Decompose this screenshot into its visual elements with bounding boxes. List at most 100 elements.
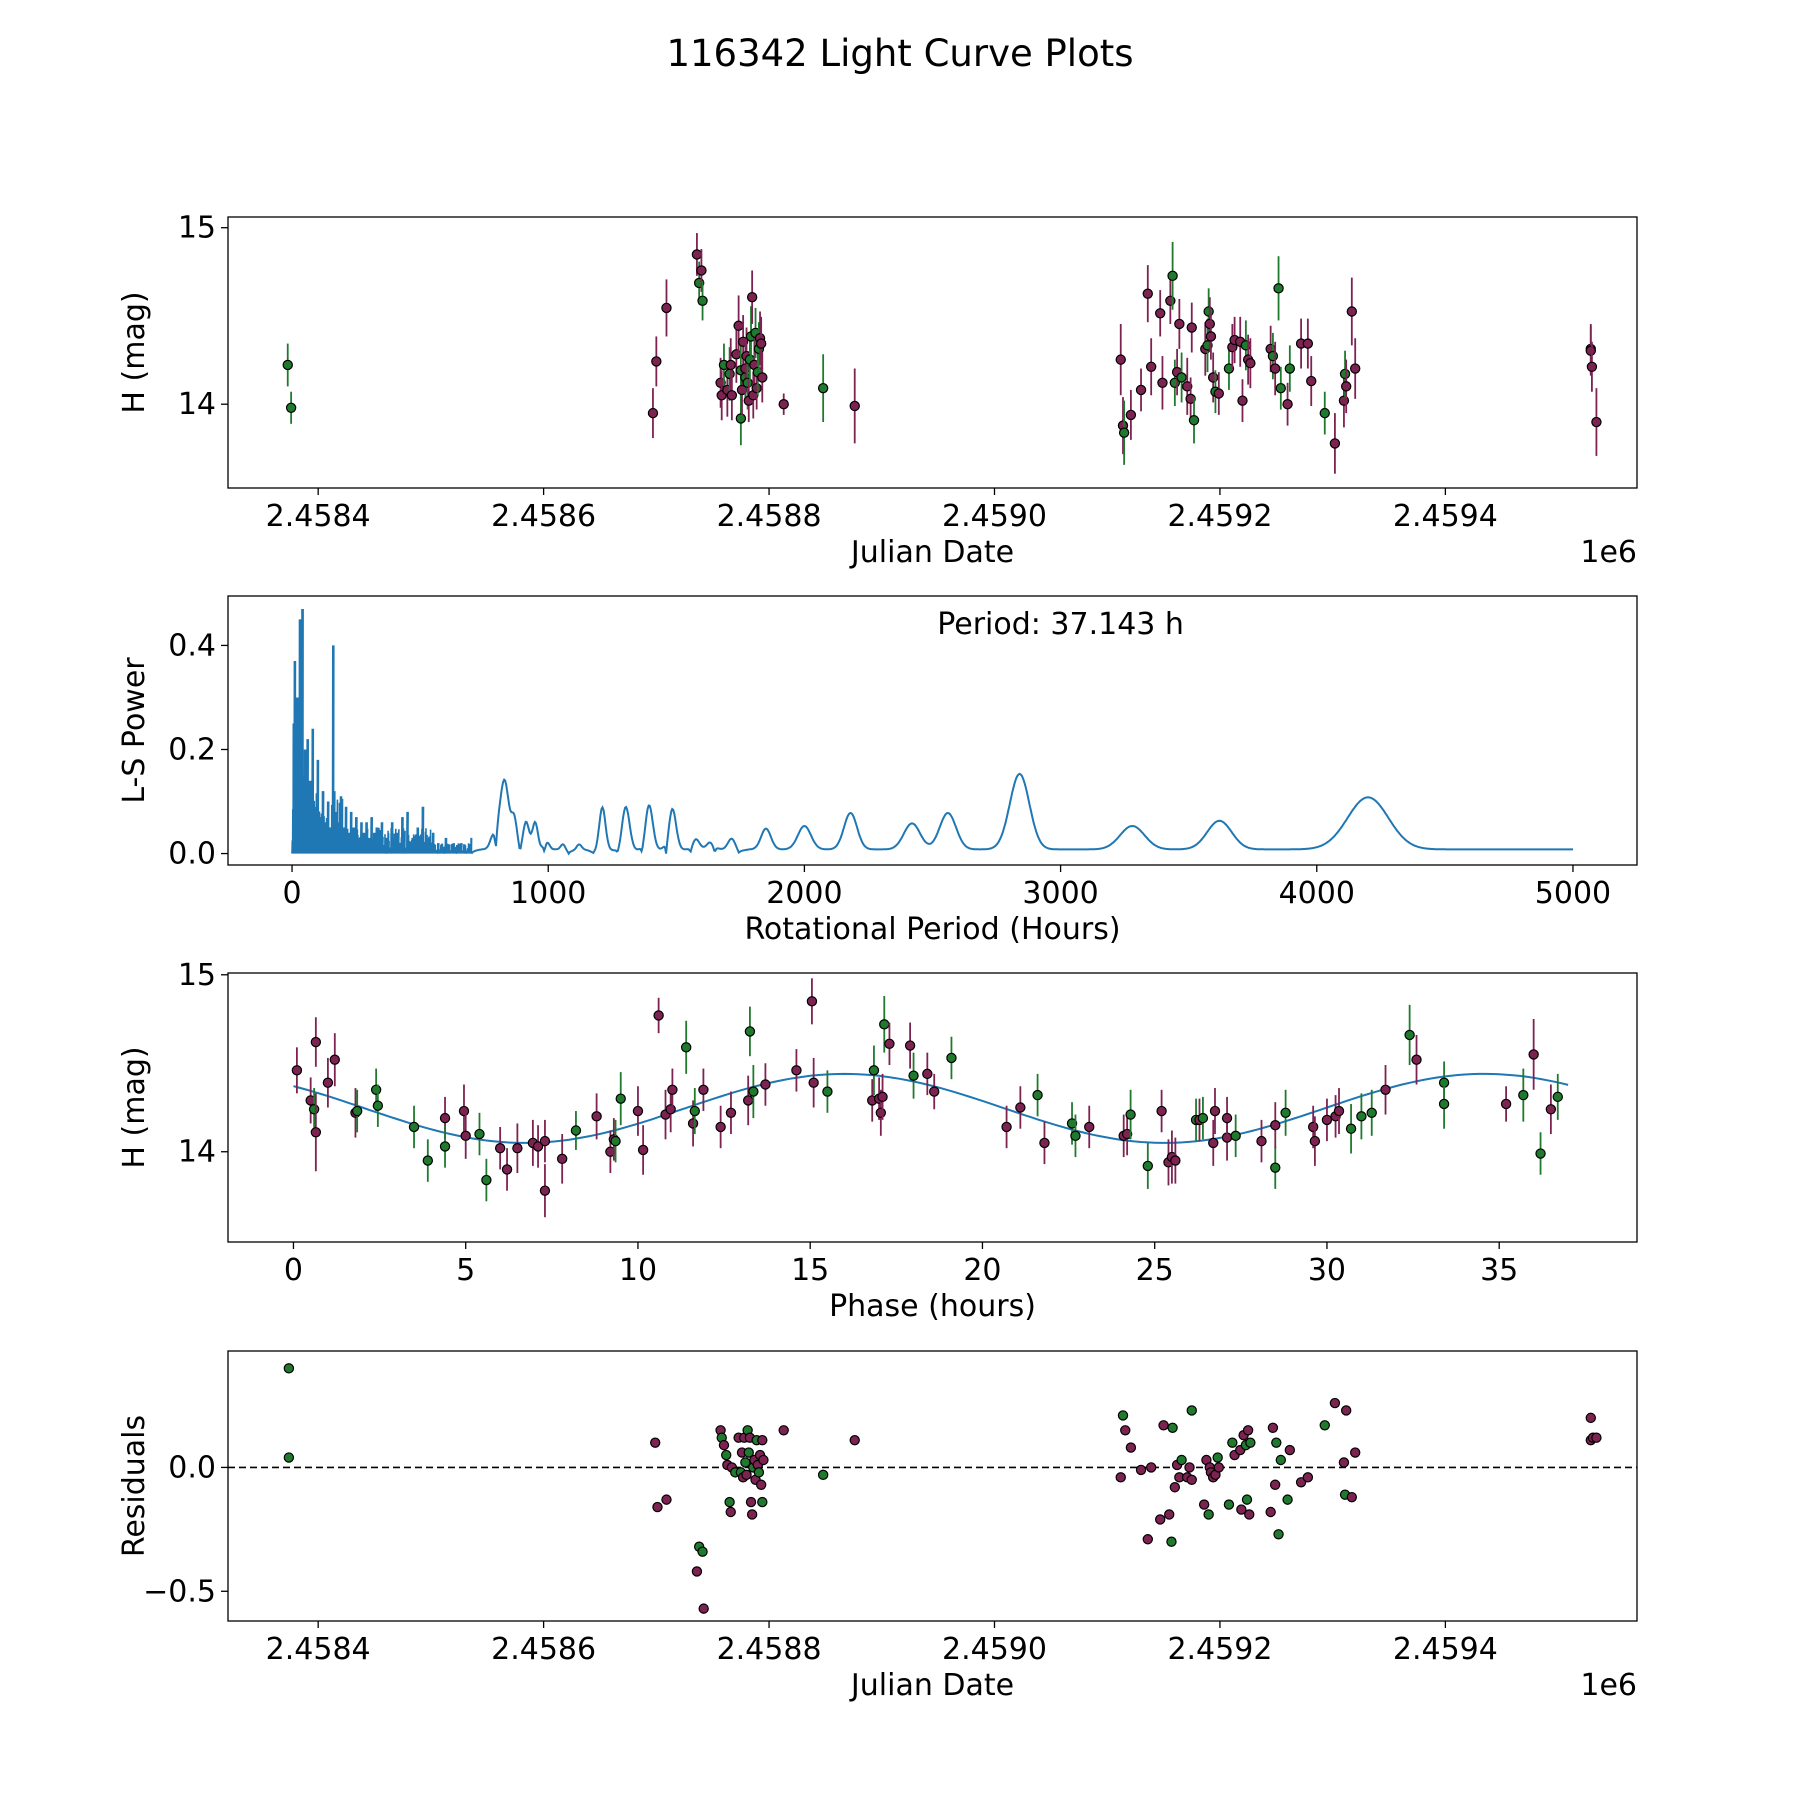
data-point: [322, 1077, 334, 1088]
data-point: [1156, 1105, 1167, 1117]
data-point: [1015, 1102, 1026, 1113]
data-point: [1267, 1422, 1279, 1433]
data-point: [539, 1135, 551, 1147]
data-point: [725, 359, 736, 371]
period-annotation: Period: 37.143 h: [937, 607, 1184, 642]
data-point: [1267, 350, 1279, 362]
y-tick-label: 0.4: [168, 628, 216, 663]
data-point: [691, 249, 703, 260]
data-point: [760, 1079, 771, 1090]
data-point: [667, 1084, 678, 1096]
data-point: [308, 1104, 320, 1115]
data-point: [755, 1479, 767, 1490]
x-tick-label: 5000: [1535, 876, 1611, 911]
data-point: [929, 1086, 940, 1097]
data-point: [724, 368, 735, 380]
data-point: [439, 1141, 451, 1152]
data-point: [460, 1130, 471, 1142]
data-point: [1154, 1514, 1166, 1525]
data-point: [1188, 415, 1200, 426]
data-point: [1203, 306, 1214, 317]
data-point: [637, 1144, 649, 1156]
data-point: [1142, 288, 1153, 299]
data-point: [474, 1128, 485, 1140]
panel-periodogram: Rotational Period (Hours) L-S Power 0 1000 2…: [117, 595, 1638, 947]
data-point: [1121, 1128, 1133, 1140]
x-tick-label: 0: [284, 1253, 303, 1288]
y-axis-label: Residuals: [117, 1415, 152, 1557]
panel-residuals: Julian Date Residuals 2.4584 2.4586 2.4588 2.…: [117, 1350, 1638, 1703]
data-point: [556, 1153, 568, 1165]
data-point: [868, 1065, 880, 1076]
data-point: [822, 1086, 833, 1097]
data-point: [494, 1143, 506, 1154]
data-point: [610, 1135, 621, 1147]
data-point: [1084, 1121, 1095, 1133]
data-point: [1242, 1425, 1254, 1436]
data-point: [1333, 1105, 1345, 1117]
data-point: [1213, 1462, 1225, 1473]
data-point: [1338, 395, 1350, 406]
data-point: [1500, 1098, 1512, 1110]
figure-title: 116342 Light Curve Plots: [666, 32, 1133, 75]
data-point: [1223, 363, 1235, 374]
data-point: [1182, 381, 1193, 392]
data-point: [1404, 1029, 1415, 1041]
data-point: [372, 1100, 384, 1111]
data-point: [1212, 1452, 1223, 1463]
data-point: [1213, 388, 1225, 399]
data-point: [458, 1105, 470, 1117]
data-point: [806, 996, 818, 1007]
data-point: [481, 1174, 492, 1186]
data-point: [731, 349, 742, 360]
data-point: [1227, 1437, 1238, 1448]
data-point: [1125, 1442, 1137, 1453]
data-point: [698, 1084, 709, 1096]
data-point: [1280, 1107, 1291, 1119]
data-point: [1165, 295, 1176, 306]
y-tick-label: 0.0: [168, 1450, 216, 1485]
data-point: [1174, 318, 1185, 330]
x-axis-label: Phase (hours): [829, 1289, 1036, 1324]
data-point: [1186, 322, 1197, 333]
data-point: [1157, 377, 1168, 389]
data-point: [653, 1010, 664, 1021]
data-point: [757, 372, 768, 383]
data-point: [1585, 345, 1596, 356]
data-point: [1066, 1118, 1078, 1129]
data-point: [757, 1496, 768, 1508]
x-tick-label: 2.4590: [942, 499, 1047, 534]
x-tick-label: 2.4588: [717, 499, 822, 534]
data-point: [1186, 1474, 1197, 1486]
data-point: [758, 1454, 769, 1466]
data-point: [751, 382, 762, 394]
data-point: [946, 1052, 957, 1064]
x-tick-label: 15: [791, 1253, 829, 1288]
periodogram-line: [470, 772, 1573, 856]
data-point: [1198, 1499, 1210, 1510]
data-point: [1270, 1119, 1281, 1131]
data-point: [1221, 1112, 1233, 1124]
data-point: [285, 402, 297, 413]
data-point: [687, 1118, 699, 1129]
data-point: [725, 1506, 736, 1518]
data-point: [501, 1164, 513, 1175]
data-point: [746, 292, 758, 303]
data-point: [1237, 395, 1248, 406]
data-point: [778, 399, 789, 410]
x-offset-label: 1e6: [1580, 1668, 1637, 1703]
data-point: [733, 320, 744, 331]
data-point: [1245, 357, 1256, 369]
data-point: [698, 1603, 709, 1614]
data-point: [661, 302, 672, 314]
data-point: [1528, 1049, 1539, 1060]
data-point: [651, 356, 662, 367]
data-point: [1265, 1506, 1276, 1518]
data-point: [742, 377, 753, 389]
data-point: [1591, 416, 1602, 428]
data-point: [1167, 270, 1178, 282]
data-point: [1545, 1104, 1557, 1115]
data-point: [1338, 1457, 1350, 1468]
x-tick-label: 0: [282, 876, 301, 911]
data-point: [1275, 382, 1287, 394]
